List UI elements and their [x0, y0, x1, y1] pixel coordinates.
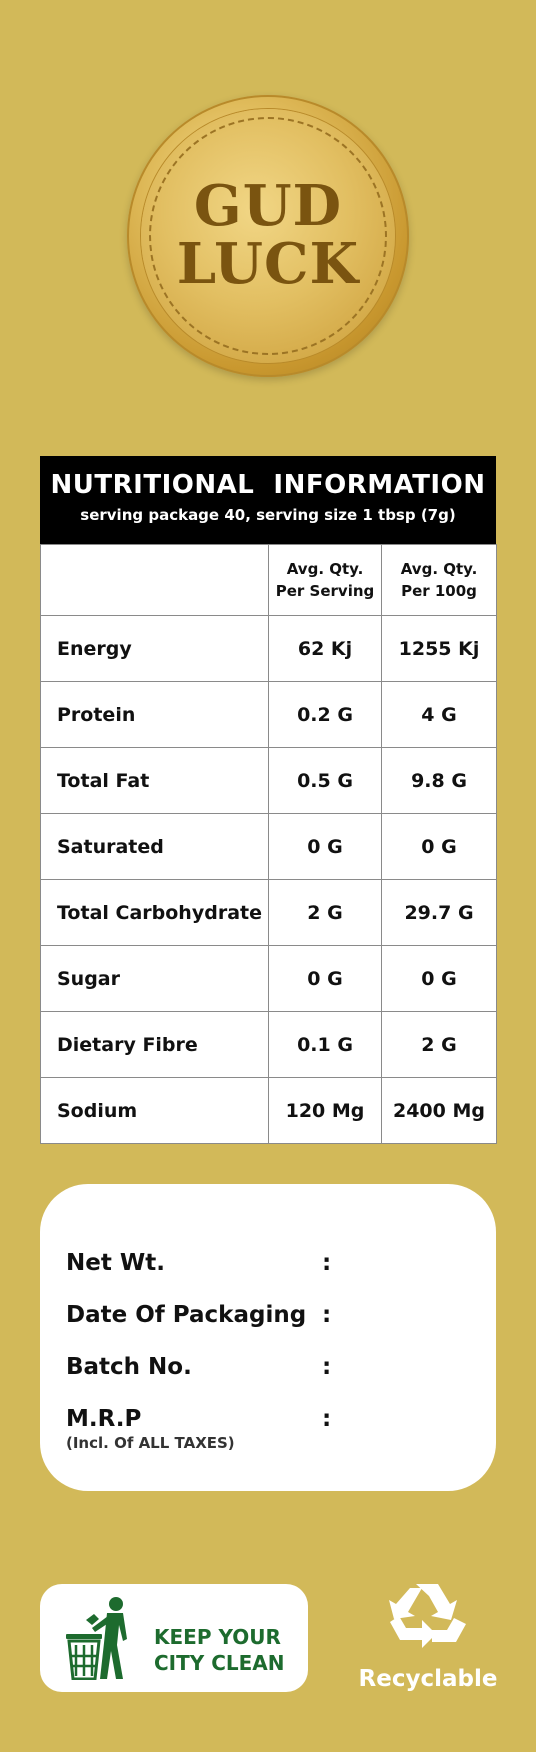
nutrient-per-100g: 2400 Mg	[381, 1077, 497, 1144]
brand-name: GUD LUCK	[127, 177, 409, 293]
nutrient-per-100g: 0 G	[381, 945, 497, 1012]
table-row: Saturated 0 G 0 G	[40, 813, 497, 880]
nutrient-label: Sugar	[40, 945, 269, 1012]
table-row: Protein 0.2 G 4 G	[40, 681, 497, 748]
nutrient-per-100g: 0 G	[381, 813, 497, 880]
nutrient-per-serving: 62 Kj	[268, 615, 382, 682]
nutrient-per-serving: 120 Mg	[268, 1077, 382, 1144]
net-weight-label: Net Wt.	[66, 1250, 165, 1276]
batch-number-label: Batch No.	[66, 1354, 192, 1380]
header-per-100g-line2: Per 100g	[401, 582, 477, 600]
table-row: Sodium 120 Mg 2400 Mg	[40, 1077, 497, 1144]
batch-number-colon: :	[322, 1354, 332, 1380]
recyclable-badge: Recyclable	[356, 1580, 500, 1692]
nutrition-column-headers: Avg. Qty. Per Serving Avg. Qty. Per 100g	[40, 544, 497, 616]
nutrient-per-serving: 0 G	[268, 813, 382, 880]
nutrition-title: NUTRITIONAL INFORMATION	[50, 470, 486, 500]
nutrition-grid: Avg. Qty. Per Serving Avg. Qty. Per 100g…	[40, 544, 497, 1144]
nutrition-header: NUTRITIONAL INFORMATION serving package …	[40, 456, 496, 544]
brand-line-1: GUD	[193, 173, 343, 239]
header-per-100g: Avg. Qty. Per 100g	[381, 544, 497, 616]
table-row: Energy 62 Kj 1255 Kj	[40, 615, 497, 682]
table-row: Total Fat 0.5 G 9.8 G	[40, 747, 497, 814]
table-row: Sugar 0 G 0 G	[40, 945, 497, 1012]
table-row: Total Carbohydrate 2 G 29.7 G	[40, 879, 497, 946]
brand-logo: GUD LUCK	[127, 95, 409, 377]
recycle-icon	[389, 1584, 466, 1648]
nutrient-label: Protein	[40, 681, 269, 748]
batch-number-row: Batch No. :	[66, 1354, 470, 1380]
person-trash-bin-icon	[66, 1597, 127, 1680]
keep-city-clean-text: KEEP YOUR CITY CLEAN	[154, 1624, 285, 1676]
header-per-serving-line2: Per Serving	[275, 582, 375, 600]
net-weight-row: Net Wt. :	[66, 1250, 470, 1276]
nutrition-table: NUTRITIONAL INFORMATION serving package …	[40, 456, 497, 1144]
mrp-tax-note: (Incl. Of ALL TAXES)	[66, 1434, 235, 1452]
mrp-colon: :	[322, 1406, 332, 1432]
mrp-row: M.R.P : (Incl. Of ALL TAXES)	[66, 1406, 470, 1452]
nutrient-label: Energy	[40, 615, 269, 682]
nutrient-per-100g: 9.8 G	[381, 747, 497, 814]
nutrient-per-serving: 0.1 G	[268, 1011, 382, 1078]
recyclable-label: Recyclable	[358, 1666, 498, 1692]
nutrient-label: Saturated	[40, 813, 269, 880]
nutrient-label: Dietary Fibre	[40, 1011, 269, 1078]
date-of-packaging-row: Date Of Packaging :	[66, 1302, 470, 1328]
nutrient-per-serving: 0.5 G	[268, 747, 382, 814]
net-weight-colon: :	[322, 1250, 332, 1276]
header-empty-cell	[40, 544, 269, 616]
nutrient-per-100g: 2 G	[381, 1011, 497, 1078]
mrp-label: M.R.P	[66, 1406, 142, 1432]
package-info-card: Net Wt. : Date Of Packaging : Batch No. …	[40, 1184, 496, 1491]
date-of-packaging-label: Date Of Packaging	[66, 1302, 307, 1328]
brand-line-2: LUCK	[176, 231, 360, 297]
nutrient-per-100g: 4 G	[381, 681, 497, 748]
nutrient-label: Total Carbohydrate	[40, 879, 269, 946]
coin-dashed-ring	[149, 117, 387, 355]
keep-city-clean-line1: KEEP YOUR	[154, 1625, 281, 1649]
nutrient-per-serving: 0.2 G	[268, 681, 382, 748]
nutrient-per-100g: 29.7 G	[381, 879, 497, 946]
header-per-serving-line1: Avg. Qty.	[286, 560, 364, 578]
header-per-serving: Avg. Qty. Per Serving	[268, 544, 382, 616]
keep-city-clean-badge: KEEP YOUR CITY CLEAN	[40, 1584, 308, 1692]
keep-city-clean-line2: CITY CLEAN	[154, 1651, 285, 1675]
nutrition-subtitle: serving package 40, serving size 1 tbsp …	[80, 506, 456, 524]
table-row: Dietary Fibre 0.1 G 2 G	[40, 1011, 497, 1078]
nutrient-per-serving: 2 G	[268, 879, 382, 946]
nutrient-per-100g: 1255 Kj	[381, 615, 497, 682]
nutrient-label: Sodium	[40, 1077, 269, 1144]
nutrient-per-serving: 0 G	[268, 945, 382, 1012]
date-of-packaging-colon: :	[322, 1302, 332, 1328]
header-per-100g-line1: Avg. Qty.	[400, 560, 478, 578]
nutrient-label: Total Fat	[40, 747, 269, 814]
